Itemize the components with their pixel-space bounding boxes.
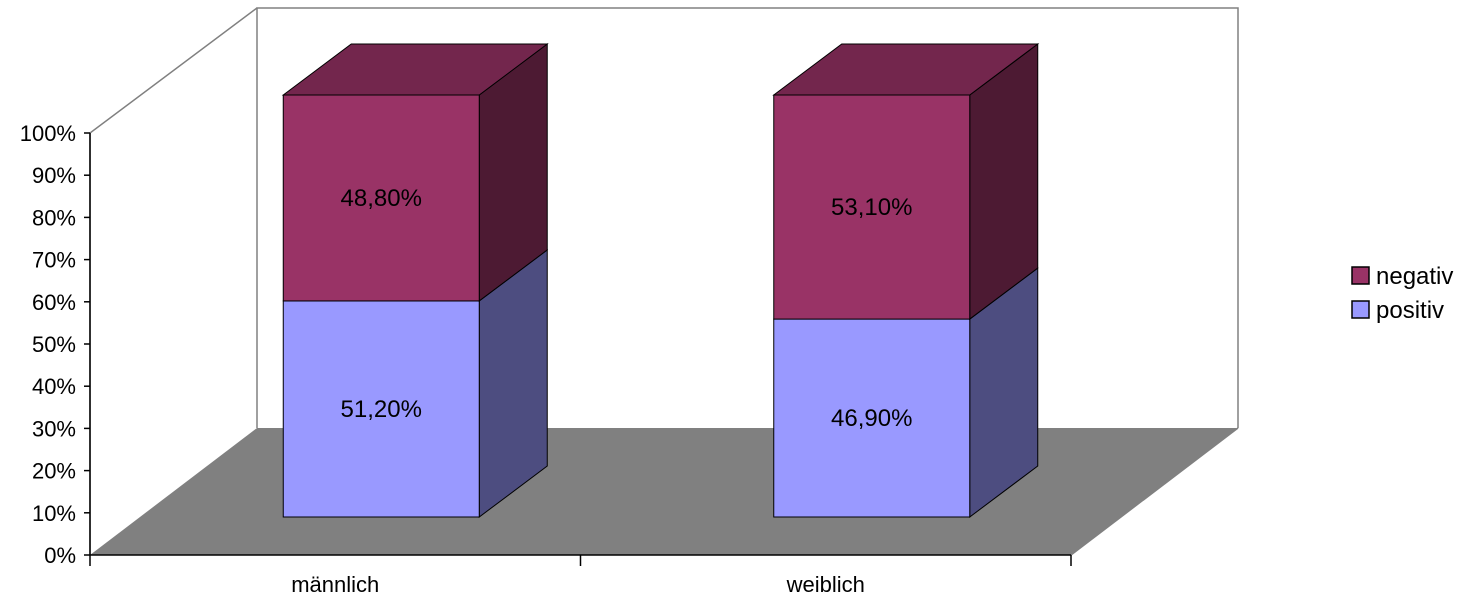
y-tick-label: 0% — [44, 543, 76, 568]
bar-negativ — [282, 94, 480, 302]
x-category-label: weiblich — [786, 572, 865, 597]
bar-positiv — [282, 300, 480, 518]
legend: negativ positiv — [1351, 263, 1453, 324]
bar-group: 51,20% 48,80% 46,90% 53,10% — [281, 43, 1040, 518]
x-axis-ticks: männlich weiblich — [89, 555, 1072, 597]
floor-right-edge — [1070, 427, 1239, 556]
y-tick-label: 10% — [32, 501, 76, 526]
legend-swatch-positiv — [1351, 300, 1370, 319]
chart-frame — [89, 7, 1239, 556]
data-label: 46,90% — [831, 405, 912, 432]
y-tick-label: 100% — [20, 121, 76, 146]
y-tick-label: 20% — [32, 459, 76, 484]
legend-swatch-negativ — [1351, 266, 1370, 285]
y-tick-label: 90% — [32, 163, 76, 188]
bar-negativ — [773, 94, 971, 320]
y-tick-label: 60% — [32, 290, 76, 315]
legend-label-negativ: negativ — [1376, 263, 1453, 290]
y-tick-label: 70% — [32, 248, 76, 273]
x-category-label: männlich — [291, 572, 379, 597]
y-tick-label: 50% — [32, 332, 76, 357]
data-label: 48,80% — [341, 185, 422, 212]
data-label: 51,20% — [341, 396, 422, 423]
chart-floor — [90, 428, 1238, 555]
y-tick-label: 40% — [32, 374, 76, 399]
legend-label-positiv: positiv — [1376, 297, 1444, 324]
bar-top-negativ — [772, 43, 1040, 96]
bar-top-negativ — [281, 43, 549, 96]
data-label: 53,10% — [831, 194, 912, 221]
y-tick-label: 80% — [32, 205, 76, 230]
y-axis-ticks: 0% 10% 20% 30% 40% 50% 60% 70% 80% 90% 100% — [20, 121, 90, 568]
back-wall-outline — [256, 7, 1239, 428]
bar-positiv — [773, 318, 971, 518]
y-tick-label: 30% — [32, 416, 76, 441]
